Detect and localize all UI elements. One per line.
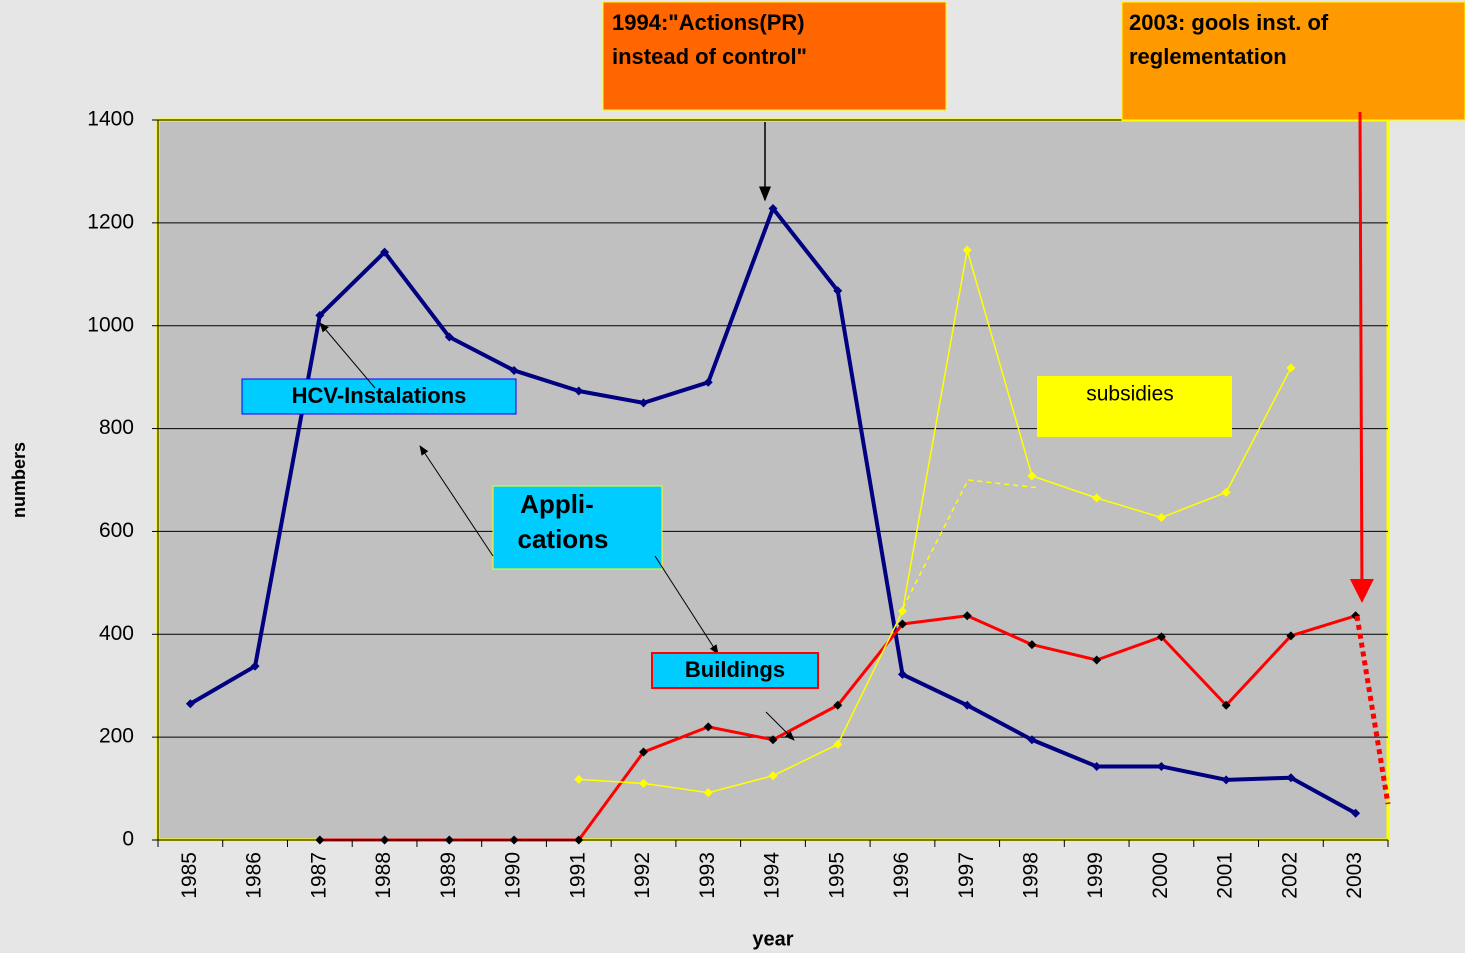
y-tick-label: 1000 (87, 313, 134, 336)
y-tick-label: 600 (99, 519, 134, 542)
point-marker (1027, 735, 1037, 745)
y-tick-label: 1400 (87, 108, 134, 131)
x-tick-label: 2001 (1214, 852, 1237, 899)
point-marker (703, 377, 713, 387)
x-tick-label: 1986 (243, 852, 266, 899)
point-marker (380, 247, 390, 257)
annotation-text: reglementation (1129, 44, 1287, 69)
x-tick-label: 1995 (825, 852, 848, 899)
series-label-box (1037, 376, 1232, 437)
point-marker (962, 245, 972, 255)
point-marker (962, 611, 972, 621)
point-marker (574, 386, 584, 396)
series-label: HCV-Instalations (292, 383, 467, 408)
point-marker (1286, 631, 1296, 641)
series-line (578, 249, 1292, 794)
point-marker (768, 735, 778, 745)
x-tick-label: 1989 (437, 852, 460, 899)
series-label-box (241, 378, 517, 415)
point-marker (897, 619, 907, 629)
point-marker (1156, 513, 1166, 523)
x-tick-label: 2002 (1278, 852, 1301, 899)
point-marker (703, 722, 713, 732)
point-marker (250, 661, 260, 671)
point-marker (639, 778, 649, 788)
point-marker (315, 310, 325, 320)
point-marker (444, 332, 454, 342)
x-tick-label: 1992 (631, 852, 654, 899)
point-marker (1027, 471, 1037, 481)
x-tick-label: 1987 (307, 852, 330, 899)
series-label: Buildings (685, 657, 785, 682)
point-marker (185, 699, 195, 709)
series-label-box (651, 652, 819, 689)
subsidies-projection (902, 479, 1041, 609)
arrow (319, 322, 376, 389)
point-marker (833, 700, 843, 710)
x-tick-label: 1999 (1084, 852, 1107, 899)
point-marker (1221, 487, 1231, 497)
x-axis-label: year (752, 928, 793, 950)
annotation-text: 2003: gools inst. of (1129, 10, 1329, 35)
point-marker (1092, 761, 1102, 771)
y-tick-label: 1200 (87, 210, 134, 233)
x-tick-label: 1991 (566, 852, 589, 899)
annotation-box (602, 1, 947, 111)
x-tick-label: 2000 (1149, 852, 1172, 899)
point-marker (639, 398, 649, 408)
point-marker (833, 286, 843, 296)
point-marker (1156, 632, 1166, 642)
annotation-text: instead of control" (612, 44, 807, 69)
point-marker (1286, 773, 1296, 783)
x-tick-label: 1985 (178, 852, 201, 899)
y-tick-label: 0 (122, 828, 134, 851)
point-marker (833, 739, 843, 749)
point-marker (639, 747, 649, 757)
point-marker (703, 788, 713, 798)
point-marker (1092, 655, 1102, 665)
buildings-projection (1354, 615, 1391, 805)
arrow (419, 445, 494, 557)
x-tick-label: 1998 (1019, 852, 1042, 899)
point-marker (897, 669, 907, 679)
point-marker (897, 606, 907, 616)
x-tick-label: 2003 (1343, 852, 1366, 899)
annotation-text: 1994:"Actions(PR) (612, 10, 805, 35)
x-tick-label: 1994 (761, 852, 784, 899)
point-marker (1351, 808, 1361, 818)
x-tick-label: 1996 (890, 852, 913, 899)
point-marker (962, 700, 972, 710)
annotation-box (1121, 1, 1465, 121)
point-marker (1221, 775, 1231, 785)
annotation-text: cations (517, 524, 608, 554)
x-tick-label: 1990 (502, 852, 525, 899)
plot-area (156, 118, 1390, 842)
annotation-box (492, 485, 663, 570)
x-tick-label: 1997 (955, 852, 978, 899)
y-tick-label: 800 (99, 416, 134, 439)
arrow (765, 711, 795, 741)
point-marker (768, 203, 778, 213)
point-marker (768, 771, 778, 781)
y-tick-label: 200 (99, 725, 134, 748)
point-marker (1092, 493, 1102, 503)
point-marker (574, 774, 584, 784)
x-tick-label: 1993 (696, 852, 719, 899)
point-marker (509, 365, 519, 375)
y-tick-label: 400 (99, 622, 134, 645)
annotation-text: Appli- (520, 489, 594, 519)
point-marker (1221, 700, 1231, 710)
arrow (1349, 111, 1374, 603)
arrow (654, 555, 719, 655)
y-axis-label: numbers (9, 442, 29, 518)
x-tick-label: 1988 (372, 852, 395, 899)
series-label: subsidies (1086, 383, 1174, 406)
point-marker (1156, 761, 1166, 771)
point-marker (1286, 363, 1296, 373)
point-marker (1027, 640, 1037, 650)
